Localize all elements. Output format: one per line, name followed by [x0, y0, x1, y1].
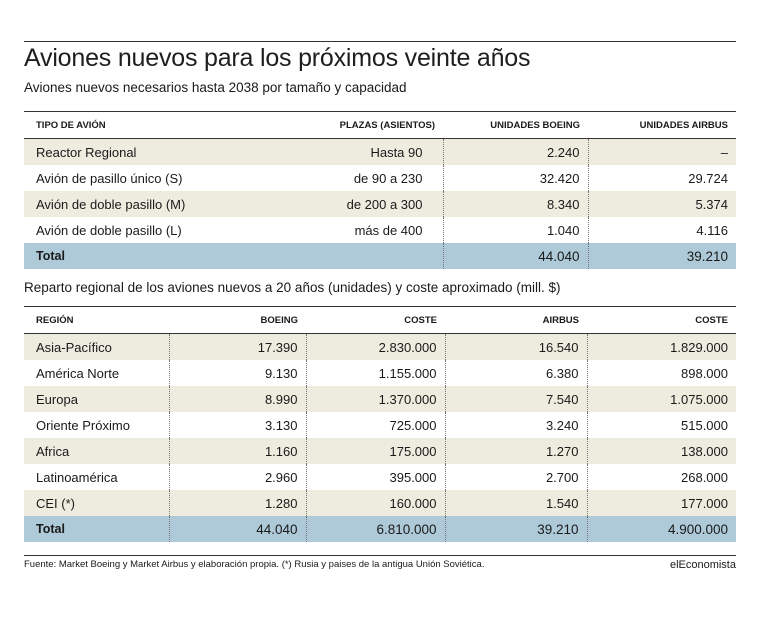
- airbus-units: 6.380: [444, 360, 587, 386]
- airbus-units: 29.724: [587, 165, 736, 191]
- airbus-total: 39.210: [444, 516, 587, 542]
- table-row: Avión de pasillo único (S) de 90 a 230 3…: [24, 165, 736, 191]
- page-title: Aviones nuevos para los próximos veinte …: [24, 44, 531, 72]
- airbus-units: –: [587, 138, 736, 165]
- table-row: Avión de doble pasillo (M) de 200 a 300 …: [24, 191, 736, 217]
- table-row: América Norte 9.130 1.155.000 6.380 898.…: [24, 360, 736, 386]
- seats: de 90 a 230: [353, 170, 423, 186]
- region: CEI (*): [24, 490, 169, 516]
- table-row: Avión de doble pasillo (L) más de 400 1.…: [24, 217, 736, 243]
- column-header: AIRBUS: [445, 306, 587, 334]
- airbus-units: 2.700: [444, 464, 587, 490]
- total-label: Total: [24, 516, 169, 542]
- boeing-cost: 1.155.000: [305, 360, 445, 386]
- total-row: Total 44.040 6.810.000 39.210 4.900.000: [24, 516, 736, 542]
- airbus-units: 5.374: [587, 191, 736, 217]
- table-row: Latinoamérica 2.960 395.000 2.700 268.00…: [24, 464, 736, 490]
- aircraft-type: Avión de doble pasillo (L): [36, 222, 182, 238]
- column-header: TIPO DE AVIÓN: [24, 111, 233, 139]
- table-row: Oriente Próximo 3.130 725.000 3.240 515.…: [24, 412, 736, 438]
- boeing-cost: 725.000: [305, 412, 445, 438]
- table1-subtitle: Aviones nuevos necesarios hasta 2038 por…: [24, 80, 407, 95]
- column-header: COSTE: [306, 306, 445, 334]
- boeing-units: 1.040: [442, 217, 588, 243]
- airbus-cost: 898.000: [586, 360, 736, 386]
- airbus-cost: 138.000: [586, 438, 736, 464]
- airbus-cost: 1.075.000: [586, 386, 736, 412]
- column-header: REGIÓN: [24, 306, 169, 334]
- airbus-units: 1.270: [444, 438, 587, 464]
- table-row: Asia-Pacífico 17.390 2.830.000 16.540 1.…: [24, 333, 736, 360]
- footer-rule: [24, 555, 736, 556]
- boeing-units: 8.340: [442, 191, 588, 217]
- seats: Hasta 90: [233, 138, 443, 165]
- boeing-units: 17.390: [168, 333, 306, 360]
- region: Africa: [24, 438, 169, 464]
- empty-cell: [233, 243, 443, 269]
- boeing-units: 2.240: [442, 138, 588, 165]
- brand-logo: elEconomista: [669, 559, 736, 571]
- total-label: Total: [24, 243, 233, 269]
- airbus-units: 7.540: [444, 386, 587, 412]
- region: Europa: [24, 386, 169, 412]
- table-header-row: TIPO DE AVIÓN PLAZAS (ASIENTOS) UNIDADES…: [24, 111, 736, 139]
- aircraft-type: Reactor Regional: [24, 138, 233, 165]
- table-row: Europa 8.990 1.370.000 7.540 1.075.000: [24, 386, 736, 412]
- boeing-cost: 2.830.000: [305, 333, 445, 360]
- seats: más de 400: [354, 222, 423, 238]
- aircraft-type: Avión de doble pasillo (M): [24, 191, 233, 217]
- table-row: Africa 1.160 175.000 1.270 138.000: [24, 438, 736, 464]
- airbus-cost: 515.000: [586, 412, 736, 438]
- boeing-units: 9.130: [168, 360, 306, 386]
- airbus-units: 1.540: [444, 490, 587, 516]
- aircraft-type-table: TIPO DE AVIÓN PLAZAS (ASIENTOS) UNIDADES…: [24, 111, 736, 269]
- region: Oriente Próximo: [36, 417, 130, 433]
- airbus-cost: 268.000: [586, 464, 736, 490]
- column-header: COSTE: [587, 306, 736, 334]
- boeing-total: 44.040: [442, 243, 588, 269]
- boeing-units: 8.990: [168, 386, 306, 412]
- region: Latinoamérica: [36, 469, 118, 485]
- region: América Norte: [36, 365, 120, 381]
- airbus-units: 3.240: [444, 412, 587, 438]
- aircraft-type: Avión de pasillo único (S): [36, 170, 183, 186]
- column-header: BOEING: [169, 306, 306, 334]
- column-header: UNIDADES BOEING: [443, 111, 588, 139]
- table-row: Reactor Regional Hasta 90 2.240 –: [24, 138, 736, 165]
- total-row: Total 44.040 39.210: [24, 243, 736, 269]
- top-rule: [24, 41, 736, 42]
- airbus-cost: 177.000: [586, 490, 736, 516]
- boeing-total: 44.040: [168, 516, 306, 542]
- region: Asia-Pacífico: [24, 333, 169, 360]
- boeing-cost: 1.370.000: [305, 386, 445, 412]
- boeing-units: 1.280: [168, 490, 306, 516]
- airbus-total: 39.210: [587, 243, 736, 269]
- boeing-cost: 175.000: [305, 438, 445, 464]
- table-row: CEI (*) 1.280 160.000 1.540 177.000: [24, 490, 736, 516]
- boeing-cost-total: 6.810.000: [305, 516, 445, 542]
- boeing-units: 2.960: [168, 464, 306, 490]
- airbus-units: 4.116: [587, 217, 736, 243]
- boeing-units: 32.420: [442, 165, 588, 191]
- airbus-cost: 1.829.000: [586, 333, 736, 360]
- regional-table: REGIÓN BOEING COSTE AIRBUS COSTE Asia-Pa…: [24, 306, 736, 542]
- boeing-cost: 160.000: [305, 490, 445, 516]
- seats: de 200 a 300: [233, 191, 443, 217]
- column-header: PLAZAS (ASIENTOS): [233, 111, 443, 139]
- table2-subtitle: Reparto regional de los aviones nuevos a…: [24, 280, 561, 295]
- boeing-units: 3.130: [168, 412, 306, 438]
- source-note: Fuente: Market Boeing y Market Airbus y …: [24, 559, 485, 570]
- column-header: UNIDADES AIRBUS: [588, 111, 736, 139]
- airbus-units: 16.540: [444, 333, 587, 360]
- table-header-row: REGIÓN BOEING COSTE AIRBUS COSTE: [24, 306, 736, 334]
- boeing-units: 1.160: [168, 438, 306, 464]
- boeing-cost: 395.000: [305, 464, 445, 490]
- airbus-cost-total: 4.900.000: [586, 516, 736, 542]
